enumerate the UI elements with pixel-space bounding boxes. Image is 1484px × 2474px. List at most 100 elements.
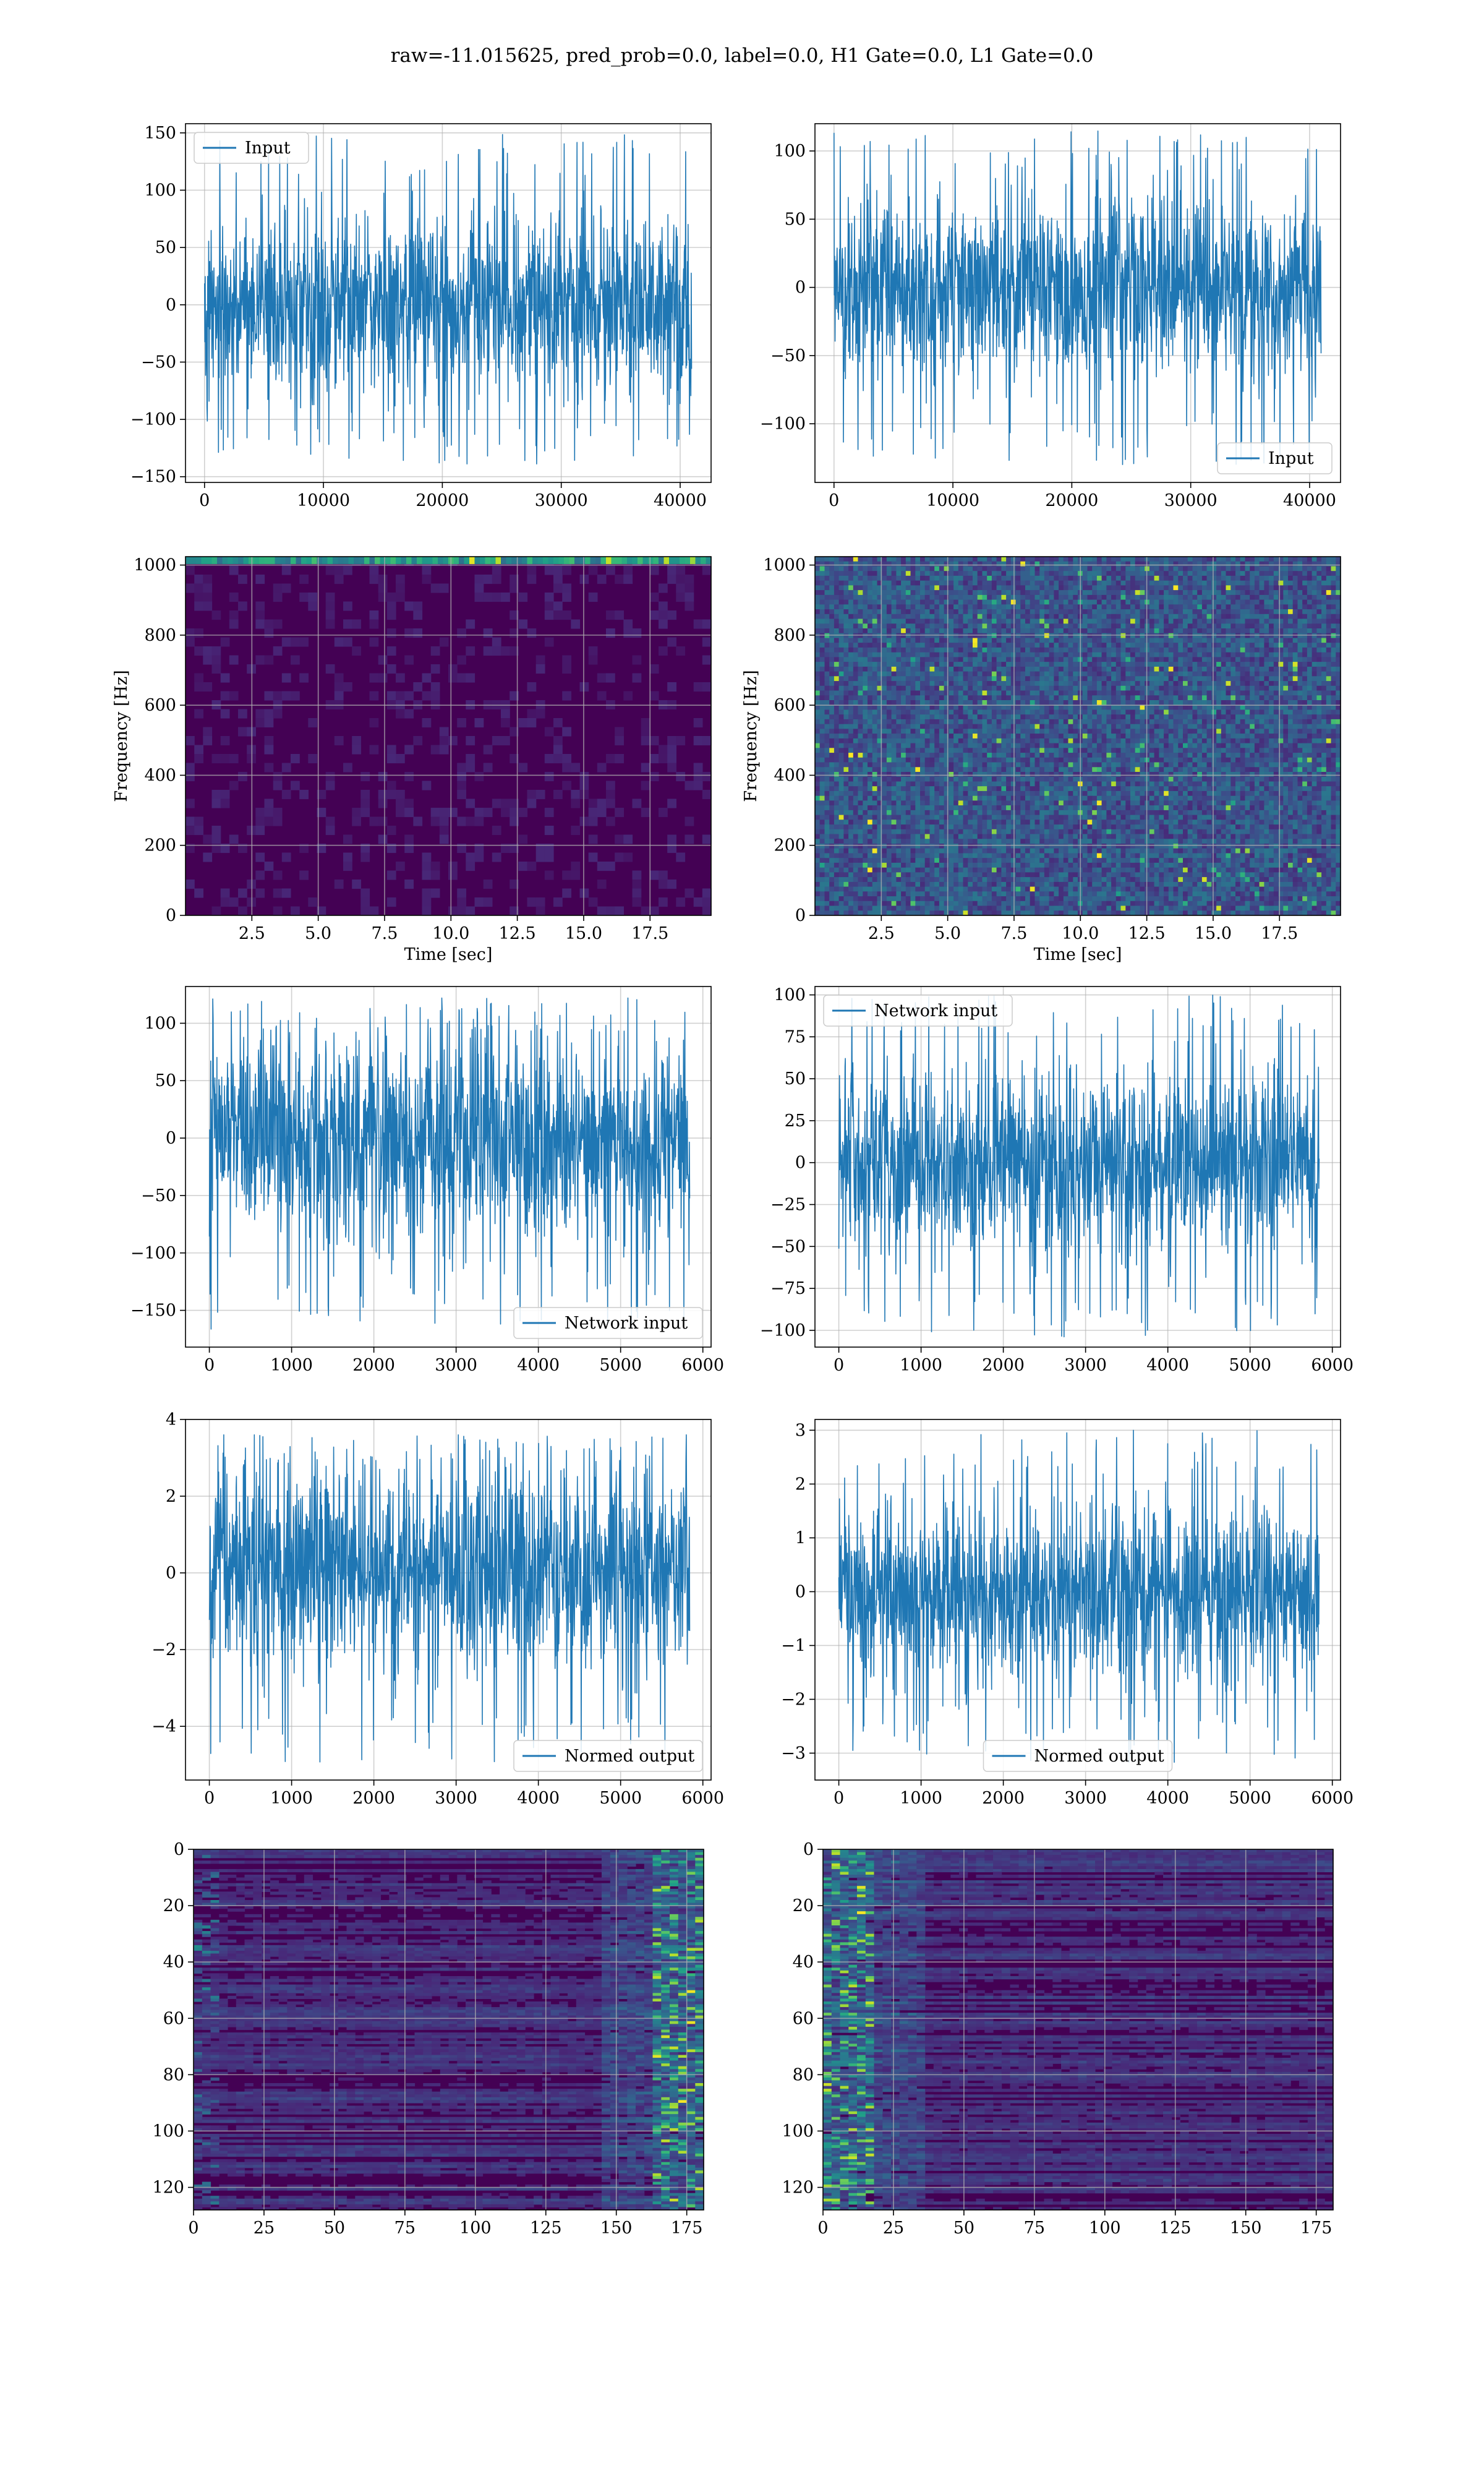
l1-spectrogram-cell <box>1135 734 1140 739</box>
l1-spectrogram-cell <box>1092 662 1098 667</box>
l1-spectrogram-cell <box>1154 666 1159 672</box>
l1-spectrogram-cell <box>1259 623 1264 629</box>
l1-spectrogram-cell <box>1183 729 1188 734</box>
l1-spectrogram-cell <box>1221 561 1227 567</box>
l1-spectrogram-cell <box>1307 690 1313 696</box>
l1-spectrogram-cell <box>1173 633 1179 638</box>
l1-spectrogram-cell <box>838 575 844 581</box>
l1-spectrogram-cell <box>1254 681 1260 687</box>
l1-spectrogram-cell <box>1068 571 1073 576</box>
h1-spectrogram-band-cell <box>422 557 428 564</box>
l1-spectrogram-cell <box>1120 652 1126 657</box>
l1-spectrogram-cell <box>1154 676 1159 682</box>
l1-spectrogram-cell <box>1311 690 1317 696</box>
l1-spectrogram-cell <box>1283 557 1289 562</box>
l1-spectrogram-cell <box>991 623 997 629</box>
h1-spectrogram-cell <box>510 816 519 826</box>
l1-spectrogram-cell <box>1331 575 1336 581</box>
l1-spectrogram-cell <box>939 685 945 691</box>
l1-spectrogram-cell <box>872 719 877 725</box>
h1-spectrogram-cell <box>396 798 405 808</box>
l1-spectrogram-cell <box>939 709 945 715</box>
l1-spectrogram-cell <box>920 580 926 586</box>
l1-spectrogram-cell <box>910 734 916 739</box>
l1-spectrogram-cell <box>901 633 906 638</box>
h1-spectrogram-cell <box>448 664 458 674</box>
l1-spectrogram-cell <box>1264 599 1269 605</box>
l1-spectrogram-cell <box>1154 685 1159 691</box>
l1-spectrogram-cell <box>953 585 959 591</box>
h1-spectrogram-cell <box>544 826 554 836</box>
l1-spectrogram-cell <box>1101 719 1107 725</box>
h1-spectrogram-cell <box>571 619 581 629</box>
l1-spectrogram-cell <box>1316 566 1322 571</box>
h1-spectrogram-cell <box>606 754 615 764</box>
l1-spectrogram-cell <box>920 614 926 620</box>
l1-spectrogram-cell <box>1250 594 1255 601</box>
l1-spectrogram-cell <box>891 561 897 567</box>
l1-spectrogram-cell <box>1120 575 1126 581</box>
h1-spectrogram-cell <box>562 754 571 764</box>
h1-spectrogram-band-cell <box>306 557 312 564</box>
l1-spectrogram-cell <box>1278 647 1284 653</box>
l1-spectrogram-cell <box>968 719 973 725</box>
l1-spectrogram-cell <box>987 719 992 725</box>
h1-spectrogram-cell <box>255 816 265 826</box>
l1-spectrogram-cell <box>1273 609 1279 615</box>
l1-spectrogram-cell <box>991 671 997 677</box>
h1-spectrogram-cell <box>255 808 265 818</box>
l1-spectrogram-cell <box>1111 685 1117 691</box>
l1-spectrogram-cell <box>1187 676 1193 682</box>
l1-spectrogram-cell <box>1230 690 1236 696</box>
l1-spectrogram-cell <box>977 638 983 643</box>
l1-spectrogram-cell <box>1082 604 1088 610</box>
l1-spectrogram-cell <box>1030 652 1035 657</box>
l1-spectrogram-cell <box>834 676 840 682</box>
l1-spectrogram-cell <box>1001 623 1007 629</box>
h1-spectrogram-band-cell <box>301 557 307 564</box>
l1-spectrogram-cell <box>1159 676 1164 682</box>
l1-spectrogram-cell <box>1106 676 1112 682</box>
l1-spectrogram-cell <box>1092 695 1098 701</box>
l1-spectrogram-cell <box>1307 685 1313 691</box>
l1-spectrogram-cell <box>1288 704 1294 710</box>
h1-spectrogram-cell <box>510 808 519 818</box>
l1-spectrogram-cell <box>891 604 897 610</box>
l1-spectrogram-cell <box>1164 599 1169 605</box>
l1-spectrogram-cell <box>1135 643 1140 648</box>
l1-spectrogram-cell <box>1197 662 1203 667</box>
l1-spectrogram-cell <box>1311 566 1317 571</box>
l1-spectrogram-cell <box>1321 700 1327 706</box>
l1-spectrogram-cell <box>901 666 906 672</box>
l1-spectrogram-cell <box>1259 671 1264 677</box>
l1-spectrogram-cell <box>1326 714 1332 720</box>
h1-spectrogram-cell <box>649 772 659 782</box>
l1-spectrogram-cell <box>1311 571 1317 576</box>
l1-spectrogram-cell <box>829 590 835 596</box>
h1-spectrogram-cell <box>229 781 239 790</box>
l1-spectrogram-cell <box>949 662 954 667</box>
h1-spectrogram-cell <box>430 646 440 656</box>
l1-spectrogram-cell <box>1269 662 1274 667</box>
l1-spectrogram-cell <box>1096 599 1102 605</box>
h1-spectrogram-cell <box>492 637 501 647</box>
l1-spectrogram-cell <box>858 614 863 620</box>
l1-spectrogram-cell <box>1101 623 1107 629</box>
h1-spectrogram-band-cell <box>327 557 333 564</box>
l1-spectrogram-cell <box>1211 704 1217 710</box>
l1-spectrogram-cell <box>1087 557 1093 562</box>
l1-spectrogram-cell <box>905 575 911 581</box>
h1-spectrogram-cell <box>273 583 283 593</box>
l1-spectrogram-cell <box>910 724 916 729</box>
h1-spectrogram-cell <box>378 673 388 683</box>
l1-spectrogram-cell <box>939 633 945 638</box>
l1-spectrogram-cell <box>1201 614 1208 620</box>
h1-spectrogram-cell <box>588 655 598 665</box>
l1-spectrogram-cell <box>1140 729 1145 734</box>
l1-spectrogram-cell <box>987 695 992 701</box>
l1-spectrogram-cell <box>1311 585 1317 591</box>
h1-spectrogram-xtick-label: 7.5 <box>371 924 398 943</box>
l1-spectrogram-cell <box>863 671 868 677</box>
l1-spectrogram-cell <box>1115 594 1122 601</box>
l1-spectrogram-cell <box>1106 671 1112 677</box>
